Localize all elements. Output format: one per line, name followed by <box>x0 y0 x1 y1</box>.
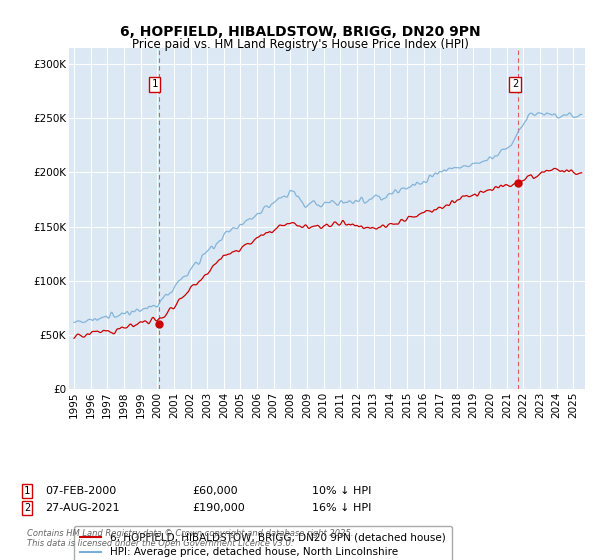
Text: 2: 2 <box>512 80 518 90</box>
Text: 27-AUG-2021: 27-AUG-2021 <box>45 503 119 513</box>
Text: Contains HM Land Registry data © Crown copyright and database right 2025.
This d: Contains HM Land Registry data © Crown c… <box>27 529 353 548</box>
Text: 2: 2 <box>24 503 30 513</box>
Text: 1: 1 <box>24 486 30 496</box>
Text: 16% ↓ HPI: 16% ↓ HPI <box>312 503 371 513</box>
Text: £60,000: £60,000 <box>192 486 238 496</box>
Text: £190,000: £190,000 <box>192 503 245 513</box>
Text: 10% ↓ HPI: 10% ↓ HPI <box>312 486 371 496</box>
Text: 6, HOPFIELD, HIBALDSTOW, BRIGG, DN20 9PN: 6, HOPFIELD, HIBALDSTOW, BRIGG, DN20 9PN <box>119 25 481 39</box>
Text: 07-FEB-2000: 07-FEB-2000 <box>45 486 116 496</box>
Legend: 6, HOPFIELD, HIBALDSTOW, BRIGG, DN20 9PN (detached house), HPI: Average price, d: 6, HOPFIELD, HIBALDSTOW, BRIGG, DN20 9PN… <box>74 526 452 560</box>
Text: Price paid vs. HM Land Registry's House Price Index (HPI): Price paid vs. HM Land Registry's House … <box>131 38 469 51</box>
Text: 1: 1 <box>152 80 158 90</box>
